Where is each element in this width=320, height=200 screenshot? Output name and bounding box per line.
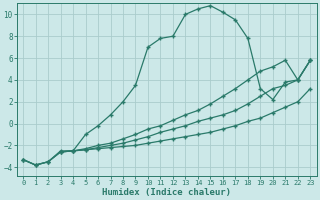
X-axis label: Humidex (Indice chaleur): Humidex (Indice chaleur) — [102, 188, 231, 197]
